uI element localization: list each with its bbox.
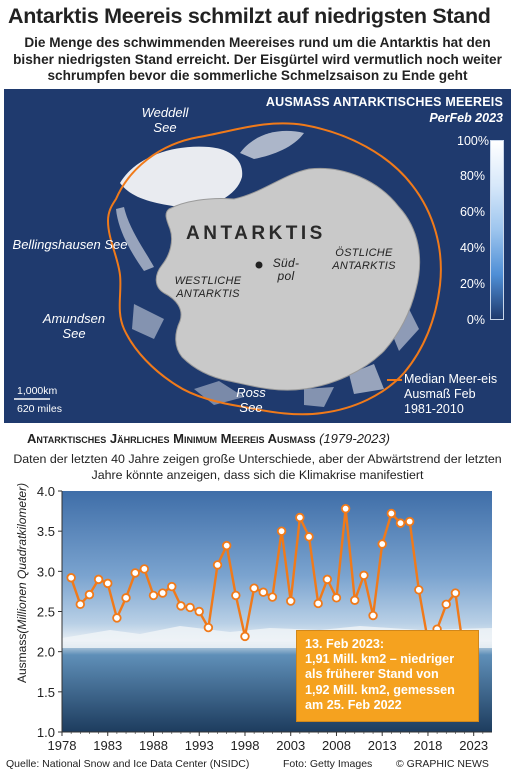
scale-km: 1,000km — [17, 385, 58, 397]
y-tick-label: 2.5 — [37, 605, 55, 620]
legend-tick-20: 20% — [459, 277, 485, 291]
data-point — [267, 592, 278, 602]
data-point — [276, 526, 287, 536]
x-tick-label: 2008 — [322, 738, 351, 753]
bellingshausen-sea-label: Bellingshausen See — [12, 237, 128, 252]
data-point — [194, 606, 204, 617]
data-point — [359, 570, 369, 581]
photo-credit: Foto: Getty Images — [283, 758, 373, 770]
data-point — [368, 610, 378, 621]
y-tick-label: 3.0 — [37, 564, 55, 579]
chart-description: Daten der letzten 40 Jahre zeigen große … — [13, 452, 502, 482]
west-antarctica-label: WESTLICHE ANTARKTIS — [174, 275, 242, 300]
legend-tick-100: 100% — [457, 134, 489, 148]
x-tick-label: 2003 — [276, 738, 305, 753]
source-credit: Quelle: National Snow and Ice Data Cente… — [6, 758, 250, 770]
x-tick-label: 2018 — [413, 738, 442, 753]
data-point — [75, 599, 85, 609]
data-point — [441, 599, 451, 609]
amundsen-sea-label: Amundsen See — [42, 311, 106, 341]
data-point — [112, 613, 122, 623]
sea-ice-map: AUSMASS ANTARKTISCHES MEEREIS PerFeb 202… — [4, 89, 511, 423]
chart-title-text: Antarktisches Jährliches Minimum Meereis… — [27, 431, 316, 446]
data-point — [286, 596, 296, 606]
data-point — [240, 631, 250, 642]
antarctica-map-graphic — [14, 122, 442, 416]
weddell-sea-label: Weddell See — [141, 105, 189, 135]
data-point — [249, 583, 259, 593]
data-point — [404, 516, 415, 527]
record-callout: 13. Feb 2023: 1,91 Mill. km2 – niedriger… — [296, 630, 479, 722]
data-point — [176, 601, 186, 611]
subheadline: Die Menge des schwimmenden Meereises run… — [13, 35, 502, 83]
data-point — [322, 574, 333, 585]
y-tick-label: 1.5 — [37, 685, 55, 700]
x-tick-label: 1988 — [139, 738, 168, 753]
data-point — [103, 578, 113, 589]
ross-sea-label: Ross See — [236, 385, 266, 415]
south-pole-label: Süd-pol — [272, 256, 300, 283]
y-tick-label: 1.0 — [37, 725, 55, 740]
x-tick-label: 1993 — [185, 738, 214, 753]
legend-tick-40: 40% — [459, 241, 485, 255]
median-extent-line — [106, 122, 442, 416]
data-point — [130, 568, 140, 578]
legend-tick-80: 80% — [459, 169, 485, 183]
x-tick-label: 1983 — [93, 738, 122, 753]
data-point — [304, 532, 314, 542]
data-point — [93, 574, 104, 585]
south-pole-marker — [255, 261, 263, 269]
data-point — [66, 573, 76, 583]
data-point — [386, 508, 397, 519]
callout-line-2: 1,91 Mill. km2 – niedriger — [305, 652, 455, 667]
data-point — [414, 585, 424, 595]
data-point — [139, 564, 150, 574]
data-point — [340, 503, 351, 514]
x-tick-label: 1998 — [231, 738, 260, 753]
data-point — [84, 589, 95, 600]
antarctica-label: ANTARKTIS — [186, 223, 326, 244]
legend-tick-60: 60% — [459, 205, 485, 219]
x-tick-label: 1978 — [48, 738, 77, 753]
data-point — [212, 560, 223, 570]
data-point — [331, 593, 342, 603]
scale-miles: 620 miles — [17, 403, 62, 415]
data-point — [148, 590, 159, 601]
data-point — [258, 587, 268, 597]
headline: Antarktis Meereis schmilzt auf niedrigst… — [8, 4, 491, 28]
y-tick-label: 4.0 — [37, 484, 55, 499]
data-point — [157, 588, 168, 598]
data-point — [350, 595, 360, 605]
chart-axes: 1.0 1.5 2.0 2.5 3.0 3.5 4.0 1978 1983 1988 1993 199… — [37, 484, 492, 753]
data-point — [203, 622, 214, 633]
map-title: AUSMASS ANTARKTISCHES MEEREIS — [265, 95, 503, 109]
data-point — [313, 598, 323, 609]
data-point — [377, 539, 387, 549]
legend-tick-0: 0% — [466, 313, 485, 327]
callout-line-5: am 25. Feb 2022 — [305, 697, 402, 712]
chart-title-years: (1979-2023) — [319, 431, 390, 446]
y-tick-label: 2.0 — [37, 645, 55, 660]
callout-line-1: 13. Feb 2023: — [305, 637, 385, 651]
brand-credit: © GRAPHIC NEWS — [396, 758, 489, 770]
y-tick-label: 3.5 — [37, 524, 55, 539]
antarctica-landmass — [155, 167, 421, 391]
ice-concentration-legend — [490, 140, 504, 320]
x-tick-label: 2023 — [459, 738, 488, 753]
data-point — [395, 518, 406, 528]
data-point — [450, 588, 461, 598]
callout-line-4: 1,92 Mill. km2, gemessen — [305, 682, 455, 697]
data-point — [295, 512, 305, 523]
data-point — [121, 593, 131, 603]
chart-title: Antarktisches Jährliches Minimum Meereis… — [27, 431, 390, 446]
map-subtitle: PerFeb 2023 — [429, 111, 503, 125]
data-point — [221, 540, 232, 551]
callout-line-3: als früherer Stand von — [305, 667, 439, 682]
x-tick-label: 2013 — [368, 738, 397, 753]
data-point — [167, 581, 177, 592]
data-point — [185, 602, 195, 613]
east-antarctica-label: ÖSTLICHE ANTARKTIS — [332, 247, 396, 272]
data-point — [231, 590, 241, 601]
median-legend-label: Median Meer-eis Ausmaß Feb 1981-2010 — [404, 372, 498, 416]
